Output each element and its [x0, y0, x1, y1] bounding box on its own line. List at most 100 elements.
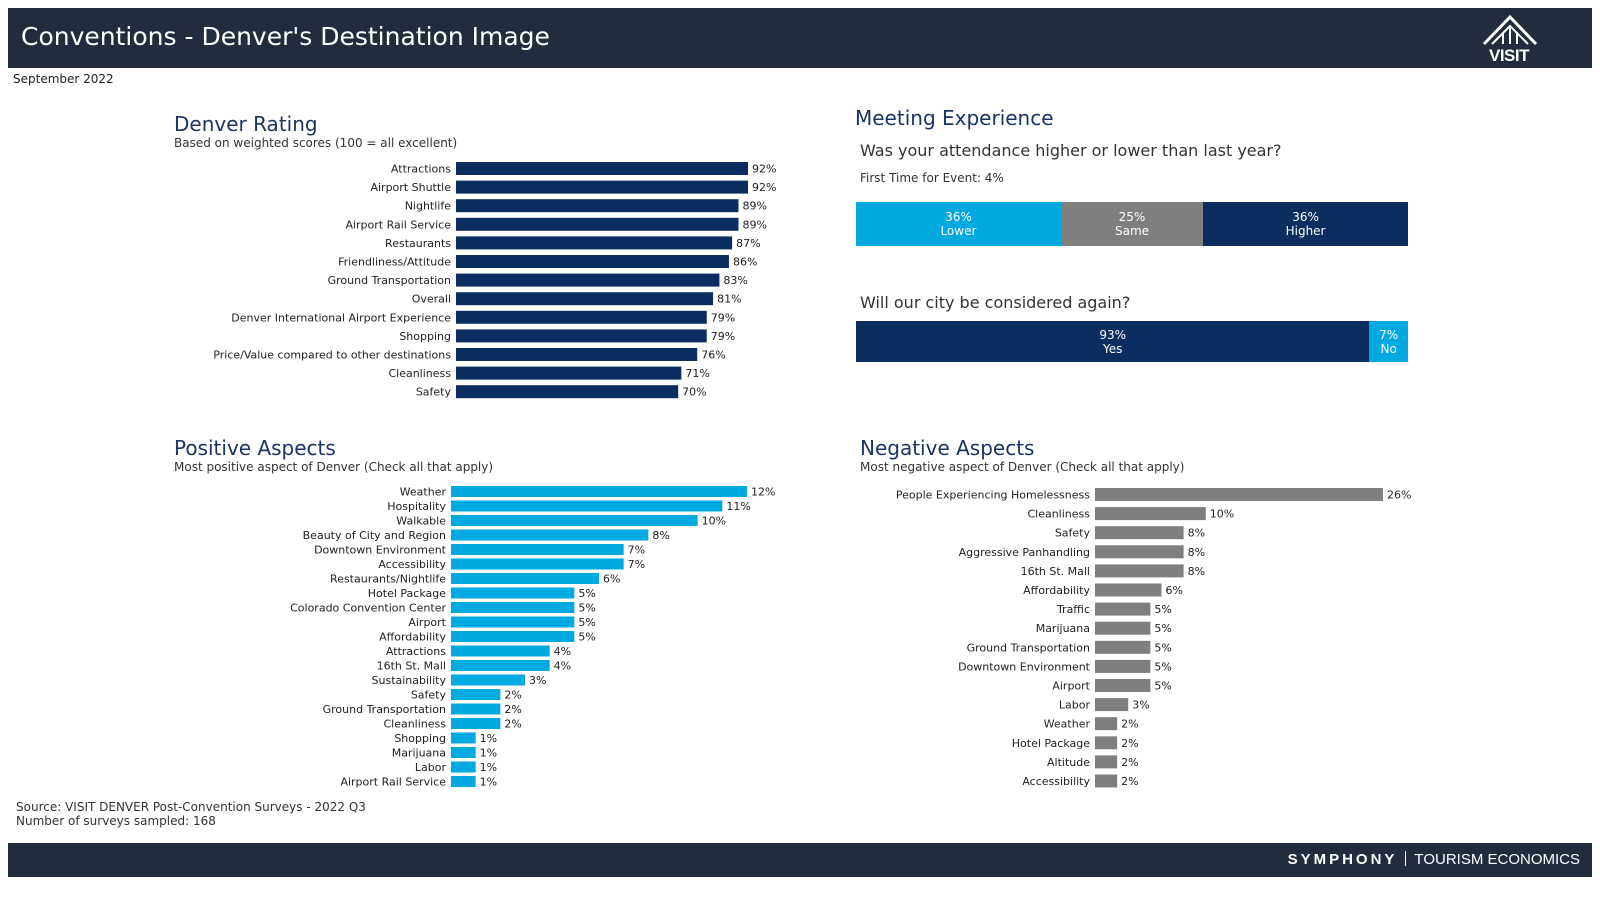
- rating-bar: [456, 310, 707, 324]
- negative-category-label: Traffic: [1056, 603, 1090, 616]
- positive-category-label: Restaurants/Nightlife: [330, 573, 446, 586]
- rating-category-label: Restaurants: [385, 237, 451, 250]
- positive-bar: [451, 674, 525, 686]
- rating-category-label: Airport Shuttle: [370, 181, 451, 194]
- positive-category-label: Hotel Package: [368, 587, 446, 600]
- positive-value-label: 6%: [603, 573, 620, 586]
- rating-bar: [456, 385, 679, 399]
- attendance-stacked-bar: 36% Lower 25% Same 36% Higher: [856, 202, 1408, 246]
- positive-value-label: 2%: [504, 689, 521, 702]
- symphony-brand: SYMPHONY TOURISM ECONOMICS: [1288, 851, 1580, 868]
- negative-value-label: 8%: [1188, 527, 1205, 540]
- positive-category-label: Attractions: [386, 645, 446, 658]
- attendance-segment-same: 25% Same: [1060, 202, 1204, 246]
- positive-category-label: Labor: [415, 761, 447, 774]
- consider-segment-value: 93%: [1099, 327, 1127, 342]
- positive-bar: [451, 718, 501, 729]
- negative-category-label: People Experiencing Homelessness: [896, 489, 1090, 502]
- attendance-segment-label: Lower: [940, 224, 977, 238]
- positive-value-label: 8%: [652, 529, 669, 542]
- positive-category-label: Sustainability: [372, 674, 447, 687]
- negative-value-label: 5%: [1154, 680, 1171, 693]
- negative-bar: [1095, 564, 1184, 578]
- positive-bar: [451, 616, 575, 628]
- consider-segment-yes: 93% Yes: [856, 321, 1370, 362]
- rating-bar: [456, 348, 698, 361]
- positive-category-label: Hospitality: [387, 500, 446, 513]
- positive-bar: [451, 660, 550, 671]
- visit-denver-logo: VISIT DENVER: [1454, 14, 1564, 85]
- negative-category-label: Aggressive Panhandling: [959, 546, 1090, 559]
- negative-value-label: 10%: [1210, 508, 1234, 521]
- positive-value-label: 7%: [628, 544, 645, 557]
- negative-bar: [1095, 583, 1162, 597]
- negative-bar: [1095, 640, 1151, 654]
- rating-bar: [456, 329, 707, 343]
- positive-bar: [451, 645, 550, 657]
- positive-bar: [451, 573, 599, 584]
- negative-value-label: 3%: [1132, 699, 1149, 712]
- positive-subtitle: Most positive aspect of Denver (Check al…: [174, 460, 494, 474]
- positive-value-label: 1%: [480, 732, 497, 745]
- negative-title: Negative Aspects: [860, 436, 1035, 460]
- positive-category-label: Airport Rail Service: [340, 776, 446, 789]
- rating-category-label: Overall: [412, 293, 451, 306]
- attendance-segment-label: Higher: [1285, 224, 1326, 238]
- positive-category-label: Marijuana: [392, 747, 446, 760]
- logo-text: VISIT DENVER: [1475, 46, 1543, 85]
- positive-category-label: Affordability: [379, 631, 446, 644]
- rating-bar: [456, 180, 748, 194]
- positive-bar: [451, 602, 575, 613]
- negative-category-label: Hotel Package: [1012, 737, 1090, 750]
- positive-value-label: 11%: [726, 500, 750, 513]
- attendance-segment-value: 36%: [1292, 210, 1319, 224]
- negative-bar: [1095, 488, 1383, 501]
- attendance-question: Was your attendance higher or lower than…: [860, 141, 1282, 160]
- positive-value-label: 7%: [628, 558, 645, 571]
- rating-value-label: 92%: [752, 181, 776, 194]
- positive-category-label: Beauty of City and Region: [303, 529, 446, 542]
- rating-value-label: 83%: [723, 274, 747, 287]
- positive-bar: [451, 587, 575, 599]
- positive-bar: [451, 558, 624, 570]
- positive-value-label: 2%: [504, 718, 521, 731]
- rating-value-label: 89%: [742, 200, 766, 213]
- negative-value-label: 8%: [1188, 546, 1205, 559]
- rating-category-label: Attractions: [391, 163, 451, 176]
- source-text: Source: VISIT DENVER Post-Convention Sur…: [16, 800, 366, 814]
- source-note: Source: VISIT DENVER Post-Convention Sur…: [16, 800, 366, 828]
- negative-category-label: Downtown Environment: [958, 660, 1091, 673]
- consider-stacked-bar: 93% Yes 7% No: [856, 321, 1408, 362]
- rating-bar: [456, 292, 714, 306]
- footer-bar: SYMPHONY TOURISM ECONOMICS: [8, 843, 1592, 877]
- positive-value-label: 5%: [578, 587, 595, 600]
- rating-value-label: 87%: [736, 237, 760, 250]
- consider-segment-label: Yes: [1102, 341, 1123, 356]
- positive-value-label: 5%: [578, 616, 595, 629]
- positive-category-label: Safety: [411, 689, 447, 702]
- positive-value-label: 2%: [504, 703, 521, 716]
- positive-value-label: 4%: [554, 660, 571, 673]
- consider-segment-no: 7% No: [1369, 321, 1408, 362]
- negative-bar: [1095, 621, 1151, 635]
- consider-question: Will our city be considered again?: [860, 293, 1131, 312]
- rating-value-label: 79%: [711, 311, 735, 324]
- positive-bar: [451, 703, 501, 715]
- positive-value-label: 1%: [480, 761, 497, 774]
- negative-category-label: Marijuana: [1036, 622, 1090, 635]
- positive-bar: [451, 486, 747, 497]
- positive-category-label: Ground Transportation: [323, 703, 446, 716]
- positive-category-label: Accessibility: [378, 558, 446, 571]
- rating-bar: [456, 273, 720, 287]
- meeting-title: Meeting Experience: [855, 106, 1054, 130]
- negative-category-label: Labor: [1059, 699, 1091, 712]
- negative-category-label: Accessibility: [1022, 775, 1090, 788]
- negative-value-label: 26%: [1387, 489, 1411, 502]
- negative-bar: [1095, 659, 1151, 673]
- negative-value-label: 5%: [1154, 660, 1171, 673]
- rating-value-label: 81%: [717, 293, 741, 306]
- attendance-segment-lower: 36% Lower: [856, 202, 1061, 246]
- negative-bar: [1095, 736, 1118, 750]
- rating-value-label: 79%: [711, 330, 735, 343]
- rating-category-label: Ground Transportation: [328, 274, 451, 287]
